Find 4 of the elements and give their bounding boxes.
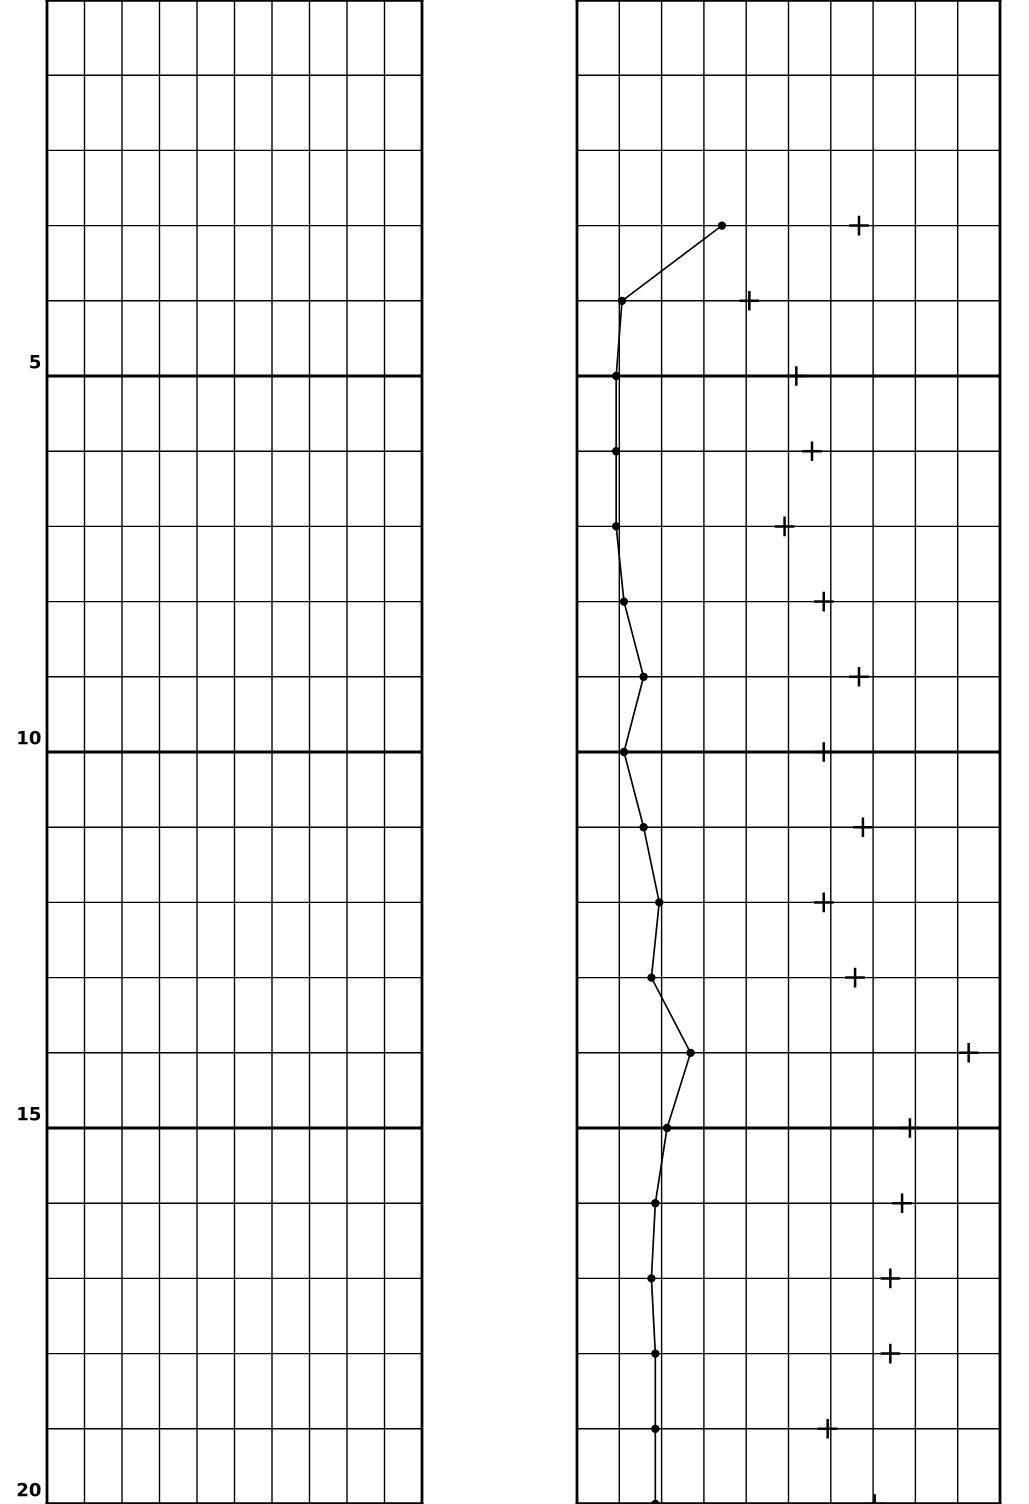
y-tick-label: 10: [18, 730, 41, 745]
y-tick-label: 5: [30, 355, 41, 369]
y-tick-label: 20: [17, 1482, 41, 1497]
y-tick-label: 15: [18, 1107, 41, 1121]
